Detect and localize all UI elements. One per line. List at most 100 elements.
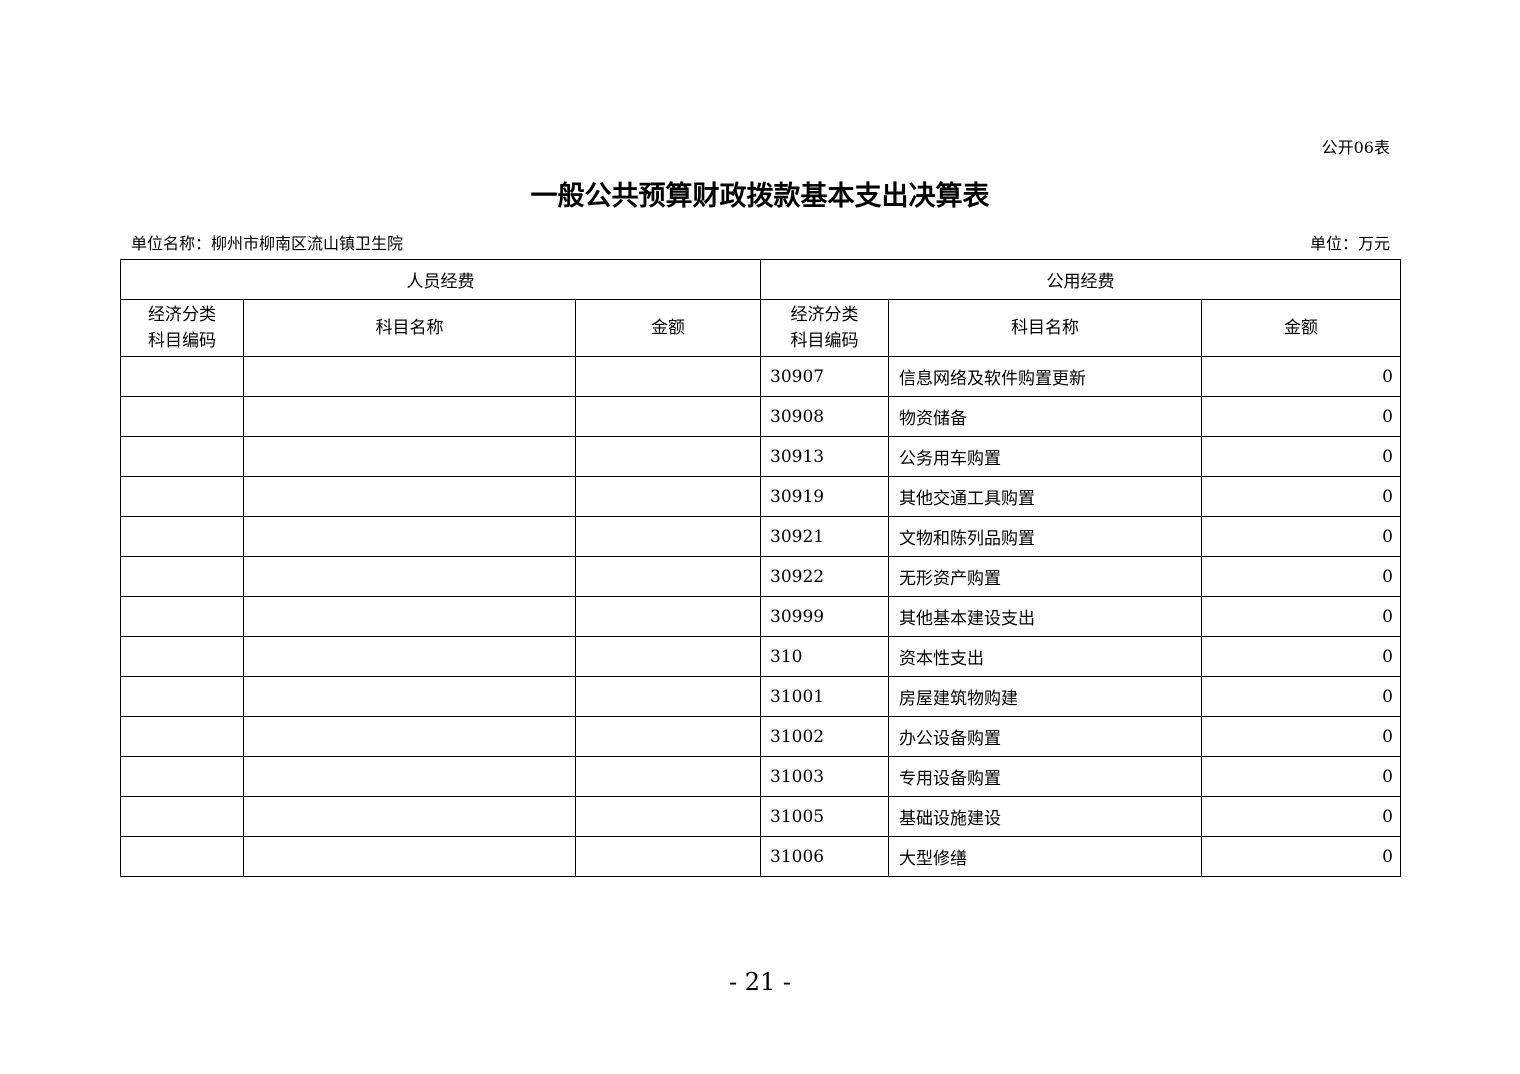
amount-cell: 0 — [1201, 676, 1401, 717]
personnel-amount-cell — [575, 476, 761, 517]
personnel-code-cell — [120, 596, 244, 637]
personnel-code-cell — [120, 676, 244, 717]
personnel-name-cell — [243, 836, 576, 877]
personnel-name-cell — [243, 796, 576, 837]
table-row: 30907 信息网络及软件购置更新 0 — [120, 356, 1401, 397]
amount-cell: 0 — [1201, 716, 1401, 757]
table-row: 31003 专用设备购置 0 — [120, 756, 1401, 797]
personnel-amount-cell — [575, 356, 761, 397]
amount-cell: 0 — [1201, 596, 1401, 637]
table-row: 30919 其他交通工具购置 0 — [120, 476, 1401, 517]
amount-cell: 0 — [1201, 636, 1401, 677]
personnel-amount-cell — [575, 396, 761, 437]
amount-cell: 0 — [1201, 356, 1401, 397]
code-cell: 30913 — [760, 436, 889, 477]
name-cell: 基础设施建设 — [888, 796, 1202, 837]
code-cell: 31002 — [760, 716, 889, 757]
name-cell: 房屋建筑物购建 — [888, 676, 1202, 717]
personnel-name-cell — [243, 396, 576, 437]
col-code-line1: 经济分类 — [148, 305, 216, 325]
personnel-code-cell — [120, 356, 244, 397]
personnel-amount-cell — [575, 636, 761, 677]
name-cell: 资本性支出 — [888, 636, 1202, 677]
personnel-name-cell — [243, 556, 576, 597]
col-code-line1: 经济分类 — [790, 305, 859, 325]
col-amount-header: 金额 — [575, 299, 761, 357]
table-row: 30921 文物和陈列品购置 0 — [120, 516, 1401, 557]
name-cell: 其他基本建设支出 — [888, 596, 1202, 637]
table-row: 31002 办公设备购置 0 — [120, 716, 1401, 757]
table-row: 31006 大型修缮 0 — [120, 836, 1401, 877]
name-cell: 大型修缮 — [888, 836, 1202, 877]
code-cell: 30919 — [760, 476, 889, 517]
personnel-amount-cell — [575, 596, 761, 637]
code-cell: 31003 — [760, 756, 889, 797]
personnel-code-cell — [120, 516, 244, 557]
personnel-code-cell — [120, 556, 244, 597]
personnel-amount-cell — [575, 556, 761, 597]
personnel-name-cell — [243, 716, 576, 757]
name-cell: 其他交通工具购置 — [888, 476, 1202, 517]
code-cell: 310 — [760, 636, 889, 677]
col-code-header: 经济分类 科目编码 — [120, 299, 244, 357]
personnel-name-cell — [243, 636, 576, 677]
col-amount-header: 金额 — [1201, 299, 1401, 357]
col-code-line2: 科目编码 — [790, 331, 859, 351]
amount-cell: 0 — [1201, 756, 1401, 797]
personnel-code-cell — [120, 636, 244, 677]
table-row: 30999 其他基本建设支出 0 — [120, 596, 1401, 637]
personnel-code-cell — [120, 476, 244, 517]
table-row: 310 资本性支出 0 — [120, 636, 1401, 677]
col-name-header: 科目名称 — [243, 299, 576, 357]
table-row: 31001 房屋建筑物购建 0 — [120, 676, 1401, 717]
code-cell: 30921 — [760, 516, 889, 557]
table-row: 30908 物资储备 0 — [120, 396, 1401, 437]
name-cell: 物资储备 — [888, 396, 1202, 437]
column-header-row: 经济分类科目编码 科目名称 金额 经济分类科目编码 科目名称 金额 — [120, 299, 1401, 357]
page-title: 一般公共预算财政拨款基本支出决算表 — [530, 181, 990, 212]
table-row: 30922 无形资产购置 0 — [120, 556, 1401, 597]
name-cell: 办公设备购置 — [888, 716, 1202, 757]
personnel-code-cell — [120, 396, 244, 437]
expenditure-table: 人员经费 公用经费 经济分类科目编码 科目名称 金额 经济分类科目编码 科目名称… — [120, 259, 1401, 877]
group-personnel: 人员经费 — [120, 259, 761, 300]
group-public: 公用经费 — [760, 259, 1401, 300]
personnel-name-cell — [243, 596, 576, 637]
personnel-name-cell — [243, 516, 576, 557]
amount-cell: 0 — [1201, 836, 1401, 877]
code-cell: 30999 — [760, 596, 889, 637]
amount-cell: 0 — [1201, 556, 1401, 597]
code-cell: 31005 — [760, 796, 889, 837]
currency-unit: 单位：万元 — [1309, 234, 1390, 253]
col-code-header: 经济分类 科目编码 — [760, 299, 889, 357]
personnel-name-cell — [243, 476, 576, 517]
group-header-row: 人员经费 公用经费 — [120, 259, 1401, 300]
personnel-code-cell — [120, 436, 244, 477]
col-name-header: 科目名称 — [888, 299, 1202, 357]
col-code-line2: 科目编码 — [148, 331, 216, 351]
personnel-amount-cell — [575, 516, 761, 557]
amount-cell: 0 — [1201, 476, 1401, 517]
personnel-code-cell — [120, 716, 244, 757]
unit-name: 单位名称：柳州市柳南区流山镇卫生院 — [131, 234, 404, 253]
code-cell: 30922 — [760, 556, 889, 597]
amount-cell: 0 — [1201, 516, 1401, 557]
code-cell: 31006 — [760, 836, 889, 877]
name-cell: 公务用车购置 — [888, 436, 1202, 477]
personnel-code-cell — [120, 796, 244, 837]
code-cell: 30908 — [760, 396, 889, 437]
table-row: 30913 公务用车购置 0 — [120, 436, 1401, 477]
page-number: - 21 - — [728, 968, 791, 996]
code-cell: 30907 — [760, 356, 889, 397]
name-cell: 无形资产购置 — [888, 556, 1202, 597]
personnel-code-cell — [120, 836, 244, 877]
personnel-amount-cell — [575, 436, 761, 477]
personnel-name-cell — [243, 436, 576, 477]
amount-cell: 0 — [1201, 796, 1401, 837]
personnel-amount-cell — [575, 716, 761, 757]
amount-cell: 0 — [1201, 396, 1401, 437]
personnel-amount-cell — [575, 756, 761, 797]
personnel-amount-cell — [575, 836, 761, 877]
personnel-name-cell — [243, 356, 576, 397]
amount-cell: 0 — [1201, 436, 1401, 477]
